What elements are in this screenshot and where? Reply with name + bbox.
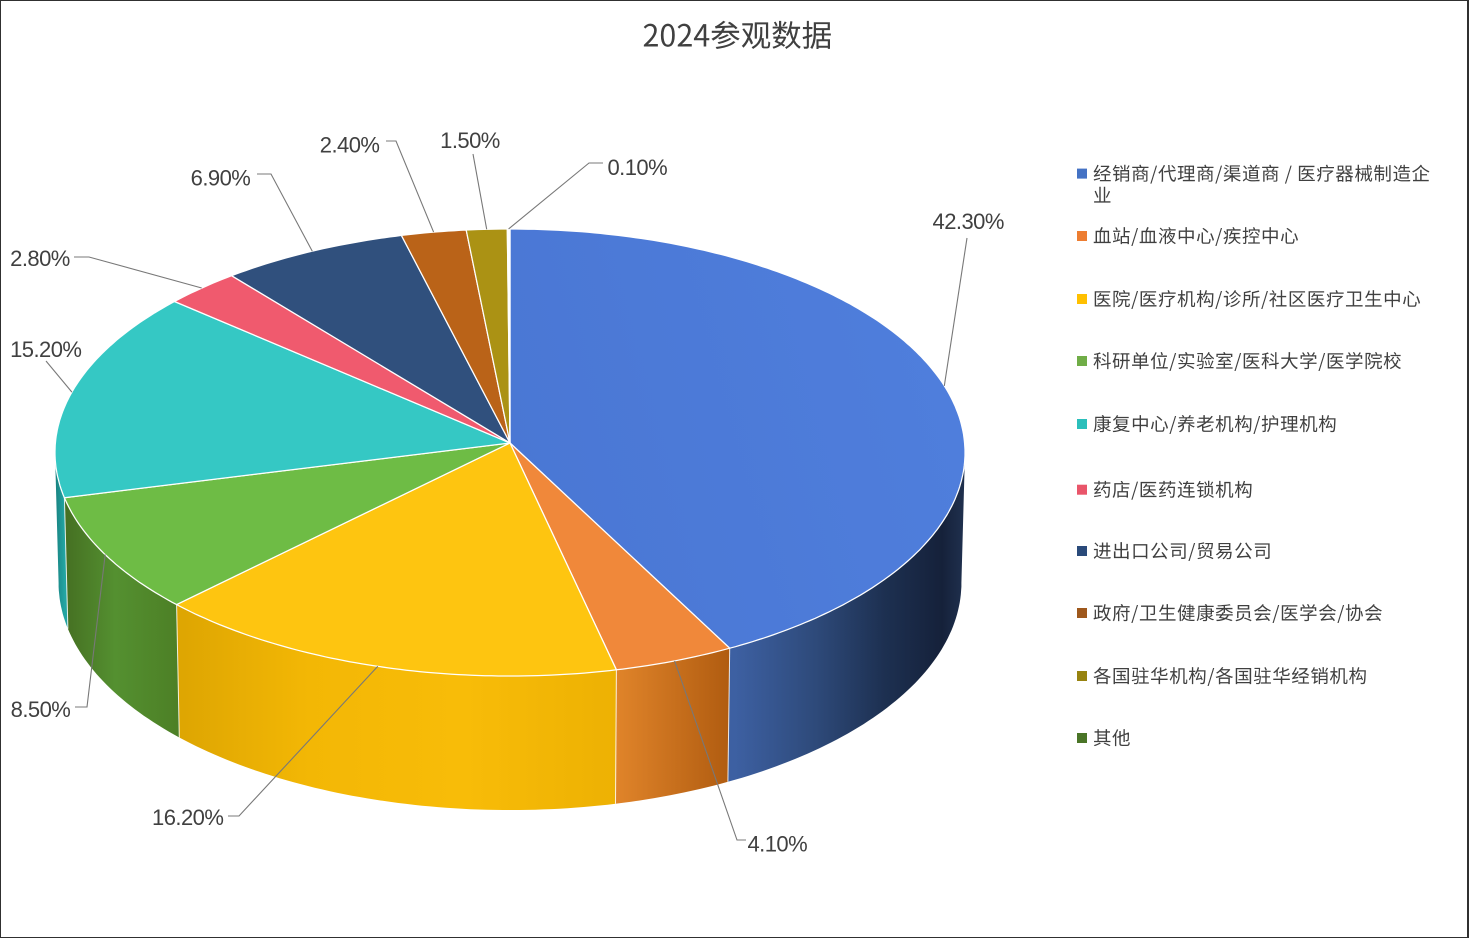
svg-text:42.30%: 42.30% — [933, 209, 1004, 234]
svg-text:16.20%: 16.20% — [152, 805, 223, 830]
svg-text:0.10%: 0.10% — [607, 155, 667, 180]
svg-text:4.10%: 4.10% — [747, 832, 807, 857]
svg-text:15.20%: 15.20% — [10, 337, 81, 362]
svg-text:6.90%: 6.90% — [191, 166, 251, 191]
svg-text:2.80%: 2.80% — [10, 246, 70, 271]
svg-text:8.50%: 8.50% — [11, 697, 71, 722]
svg-text:2.40%: 2.40% — [320, 133, 380, 158]
svg-text:1.50%: 1.50% — [440, 128, 500, 153]
